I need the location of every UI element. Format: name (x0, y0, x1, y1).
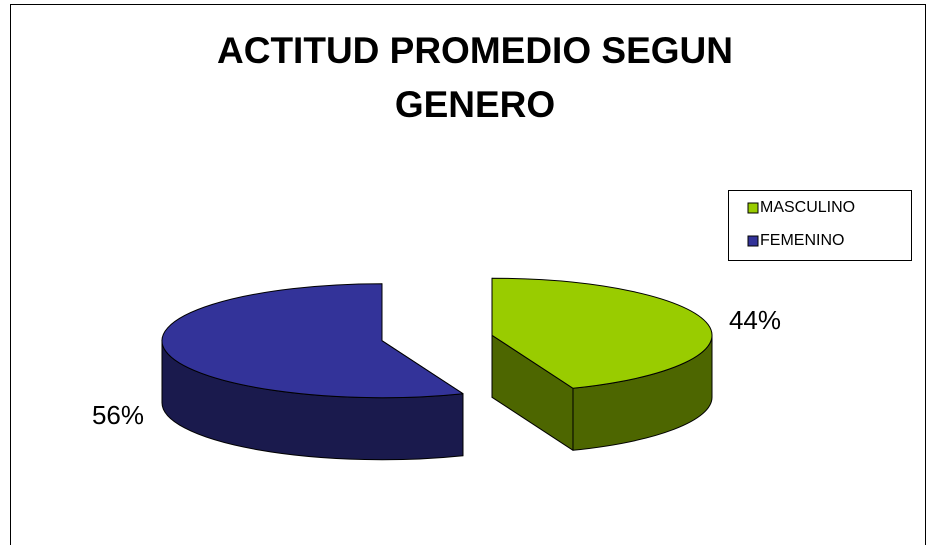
chart-title: ACTITUD PROMEDIO SEGUN (217, 30, 733, 71)
chart-border (10, 4, 926, 545)
legend-label: MASCULINO (760, 199, 855, 216)
legend-box (728, 190, 912, 261)
legend-label: FEMENINO (760, 232, 844, 249)
legend-swatch (747, 235, 759, 247)
slice (161, 283, 464, 399)
legend-swatch (747, 202, 759, 214)
value-label: 44% (729, 305, 781, 335)
chart-title: GENERO (395, 84, 555, 125)
slice (491, 277, 713, 389)
value-label: 56% (92, 400, 144, 430)
